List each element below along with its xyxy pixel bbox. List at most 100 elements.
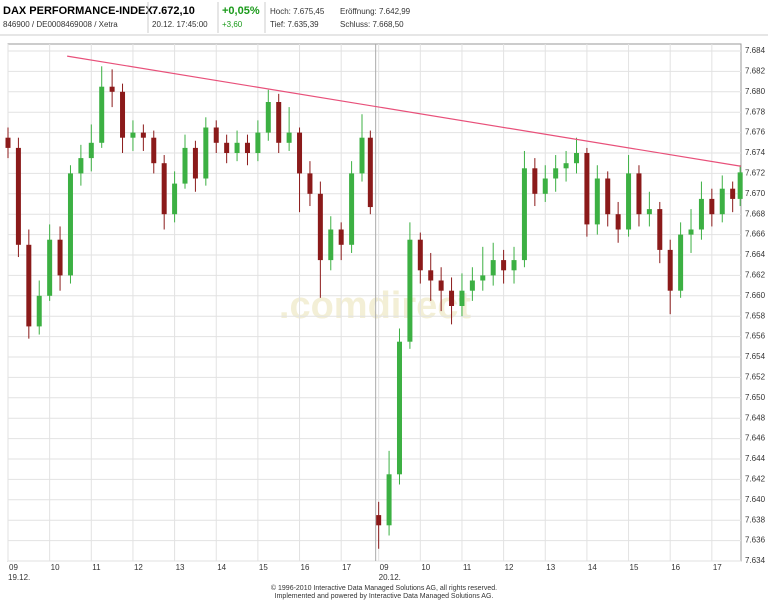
candle-body — [407, 239, 413, 342]
header: DAX PERFORMANCE-INDEX 846900 / DE0008469… — [0, 2, 768, 36]
y-tick-label: 7.676 — [745, 128, 766, 137]
candle-body — [657, 209, 663, 250]
candle-body — [130, 132, 136, 138]
candle-body — [99, 86, 105, 143]
grid — [7, 44, 741, 562]
candle-body — [57, 239, 63, 276]
candle-body — [88, 142, 94, 159]
candle-body — [255, 132, 261, 153]
x-tick-label: 12 — [505, 563, 514, 572]
candle-body — [286, 132, 292, 143]
candle-body — [244, 142, 250, 153]
x-tick-label: 12 — [134, 563, 143, 572]
x-tick-label: 17 — [342, 563, 351, 572]
change-abs: +3,60 — [222, 20, 243, 29]
copyright: © 1996-2010 Interactive Data Managed Sol… — [271, 584, 497, 592]
candle-body — [459, 290, 465, 306]
x-tick-label: 10 — [421, 563, 430, 572]
candle-body — [532, 168, 538, 194]
candle-body — [594, 178, 600, 225]
y-tick-label: 7.654 — [745, 352, 766, 361]
x-tick-label: 15 — [630, 563, 639, 572]
candle-body — [338, 229, 344, 245]
candle-body — [151, 137, 157, 164]
x-tick-label: 09 — [9, 563, 18, 572]
day-high: Hoch: 7.675,45 — [270, 7, 325, 16]
candle-body — [667, 249, 673, 291]
candle-body — [265, 102, 271, 133]
y-tick-label: 7.644 — [745, 454, 766, 463]
prev-close: Schluss: 7.668,50 — [340, 20, 404, 29]
candle-body — [78, 158, 84, 174]
day-low: Tief: 7.635,39 — [270, 20, 319, 29]
y-tick-label: 7.646 — [745, 434, 766, 443]
candle-body — [511, 260, 517, 271]
candle-body — [698, 198, 704, 230]
x-tick-label: 15 — [259, 563, 268, 572]
candle-body — [396, 341, 402, 475]
candle-body — [386, 474, 392, 526]
candle-body — [737, 172, 743, 199]
candle-body — [182, 147, 188, 184]
candle-body — [192, 147, 198, 179]
y-tick-label: 7.634 — [745, 556, 766, 565]
y-tick-label: 7.684 — [745, 46, 766, 55]
candle-body — [349, 173, 355, 245]
y-tick-label: 7.672 — [745, 169, 766, 178]
index-ids: 846900 / DE0008469008 / Xetra — [3, 20, 118, 29]
candle-body — [120, 91, 126, 138]
candle-body — [688, 229, 694, 235]
candle-body — [730, 188, 736, 199]
x-tick-label: 16 — [301, 563, 310, 572]
candle-body — [276, 102, 282, 143]
x-tick-label: 13 — [176, 563, 185, 572]
candle-body — [359, 137, 365, 174]
candle-body — [307, 173, 313, 194]
candle-body — [5, 137, 11, 148]
y-tick-label: 7.638 — [745, 515, 766, 524]
y-tick-label: 7.680 — [745, 87, 766, 96]
candle-body — [36, 295, 42, 327]
date-label: 19.12. — [8, 573, 30, 582]
y-tick-label: 7.642 — [745, 475, 766, 484]
x-tick-label: 10 — [51, 563, 60, 572]
candle-body — [213, 127, 219, 143]
candle-body — [709, 198, 715, 215]
candle-body — [521, 168, 527, 261]
candle-body — [605, 178, 611, 215]
y-tick-label: 7.648 — [745, 413, 766, 422]
candle-body — [26, 244, 32, 327]
candle-body — [67, 173, 73, 276]
candle-body — [47, 239, 53, 296]
candle-body — [646, 209, 652, 215]
y-tick-label: 7.682 — [745, 67, 766, 76]
candle-body — [367, 137, 373, 208]
candle-body — [224, 142, 230, 153]
x-tick-label: 09 — [380, 563, 389, 572]
candle-body — [317, 193, 323, 261]
y-tick-label: 7.658 — [745, 311, 766, 320]
candle-body — [140, 132, 146, 138]
y-tick-label: 7.668 — [745, 209, 766, 218]
candle-body — [161, 163, 167, 215]
index-name: DAX PERFORMANCE-INDEX — [3, 5, 153, 17]
x-tick-label: 14 — [217, 563, 226, 572]
candle-body — [719, 188, 725, 215]
candle-body — [678, 234, 684, 291]
candle-body — [328, 229, 334, 261]
candle-body — [626, 173, 632, 230]
candle-body — [376, 515, 382, 526]
candle-body — [636, 173, 642, 215]
candle-body — [615, 214, 621, 230]
candle-body — [417, 239, 423, 271]
y-tick-label: 7.636 — [745, 536, 766, 545]
candle-body — [553, 168, 559, 179]
x-tick-label: 11 — [92, 563, 101, 572]
trend-line — [67, 55, 742, 167]
date-label: 20.12. — [379, 573, 401, 582]
candle-body — [573, 153, 579, 164]
x-tick-label: 13 — [546, 563, 555, 572]
candle-body — [428, 270, 434, 281]
